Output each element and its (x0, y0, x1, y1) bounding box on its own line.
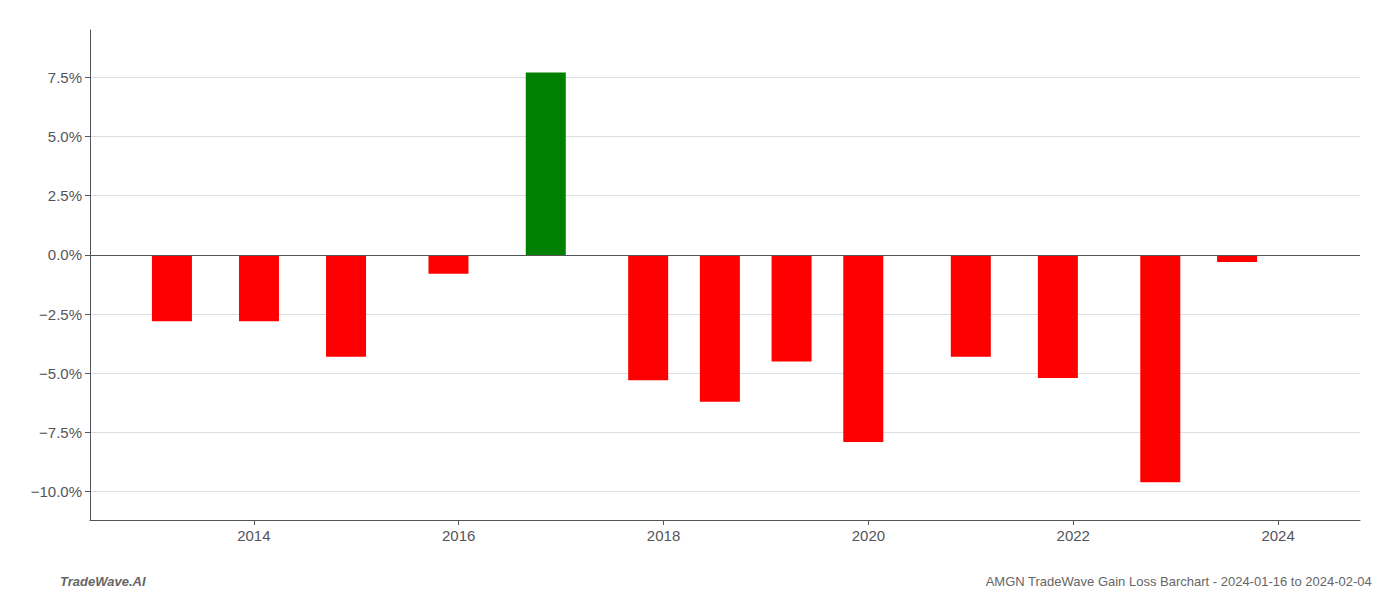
svg-text:AMGN TradeWave Gain Loss Barch: AMGN TradeWave Gain Loss Barchart - 2024… (986, 574, 1372, 589)
svg-text:−2.5%: −2.5% (39, 306, 82, 323)
svg-text:2.5%: 2.5% (48, 187, 82, 204)
svg-text:2024: 2024 (1261, 527, 1294, 544)
svg-text:2018: 2018 (647, 527, 680, 544)
svg-text:7.5%: 7.5% (48, 69, 82, 86)
svg-text:2014: 2014 (237, 527, 270, 544)
svg-text:−5.0%: −5.0% (39, 365, 82, 382)
svg-text:2022: 2022 (1057, 527, 1090, 544)
svg-text:0.0%: 0.0% (48, 246, 82, 263)
svg-text:−10.0%: −10.0% (31, 483, 82, 500)
svg-text:2016: 2016 (442, 527, 475, 544)
svg-text:−7.5%: −7.5% (39, 424, 82, 441)
svg-text:2020: 2020 (852, 527, 885, 544)
svg-text:TradeWave.AI: TradeWave.AI (60, 574, 146, 589)
svg-text:5.0%: 5.0% (48, 128, 82, 145)
